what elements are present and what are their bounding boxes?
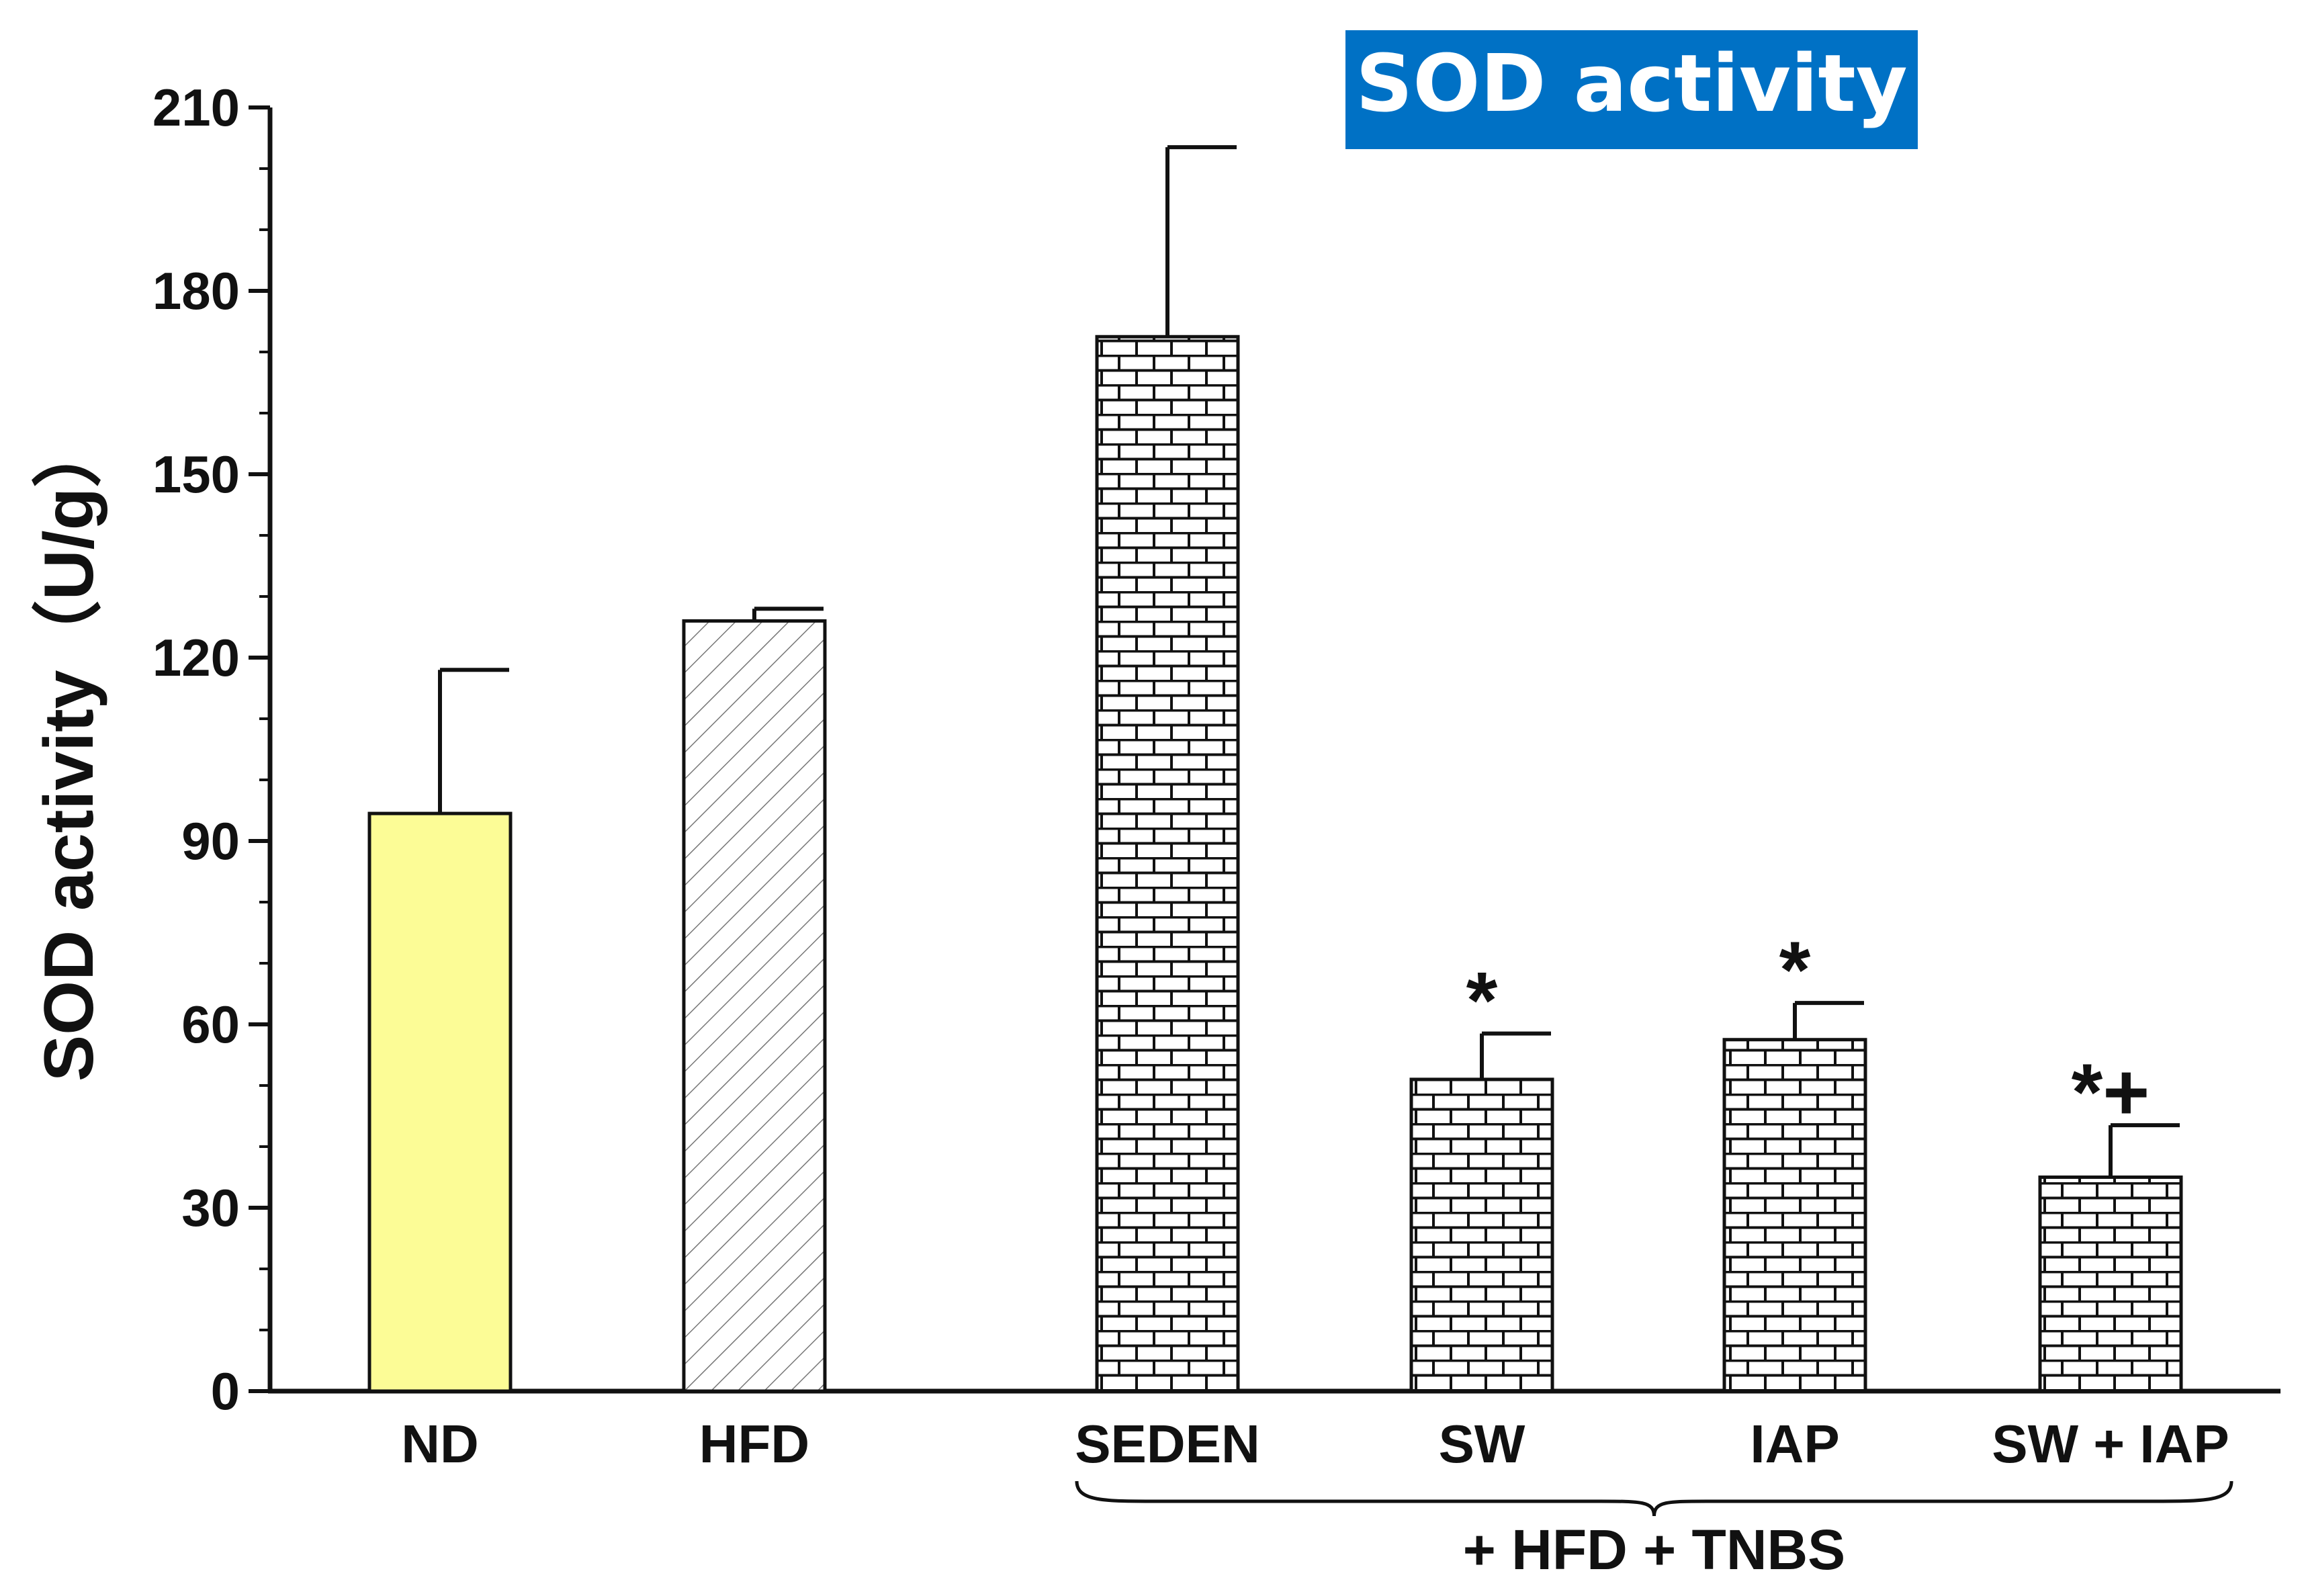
category-label: SW + IAP <box>1992 1414 2229 1474</box>
y-tick-label: 30 <box>181 1178 240 1237</box>
y-tick-label: 90 <box>181 811 240 871</box>
group-label: + HFD + TNBS <box>1463 1518 1845 1581</box>
category-label: SW <box>1439 1414 1525 1474</box>
significance-marker: *+ <box>2072 1047 2150 1137</box>
y-axis: 0 30 60 90 120 150 180 210 <box>152 78 273 1421</box>
y-tick-label: 150 <box>152 445 240 504</box>
chart-title-text: SOD activity <box>1356 37 1907 130</box>
significance-labels: * * *+ <box>1466 925 2150 1137</box>
category-label: SEDEN <box>1075 1414 1260 1474</box>
bar <box>682 619 827 1393</box>
bar <box>1722 1038 1867 1393</box>
significance-marker: * <box>1466 956 1498 1046</box>
bar <box>367 811 513 1393</box>
y-tick-label: 180 <box>152 261 240 320</box>
category-label: HFD <box>699 1414 809 1474</box>
error-bars <box>438 145 2180 1178</box>
significance-marker: * <box>1779 925 1811 1015</box>
chart-title-background <box>1345 30 1918 149</box>
y-tick-label: 120 <box>152 628 240 687</box>
y-axis-label: SOD activity（U/g） <box>30 418 108 1081</box>
bar <box>1095 335 1240 1393</box>
chart-title: SOD activity <box>1345 30 1918 149</box>
bar <box>1409 1077 1554 1393</box>
category-label: IAP <box>1750 1414 1839 1474</box>
category-label: ND <box>401 1414 479 1474</box>
y-tick-label: 210 <box>152 78 240 137</box>
bars <box>367 335 2183 1393</box>
bar <box>2038 1176 2183 1393</box>
category-labels: ND HFD SEDEN SW IAP SW + IAP <box>401 1414 2229 1474</box>
y-tick-label: 0 <box>211 1362 240 1421</box>
group-brace <box>1075 1480 2233 1517</box>
group-bracket: + HFD + TNBS <box>1075 1480 2233 1581</box>
y-tick-label: 60 <box>181 995 240 1054</box>
